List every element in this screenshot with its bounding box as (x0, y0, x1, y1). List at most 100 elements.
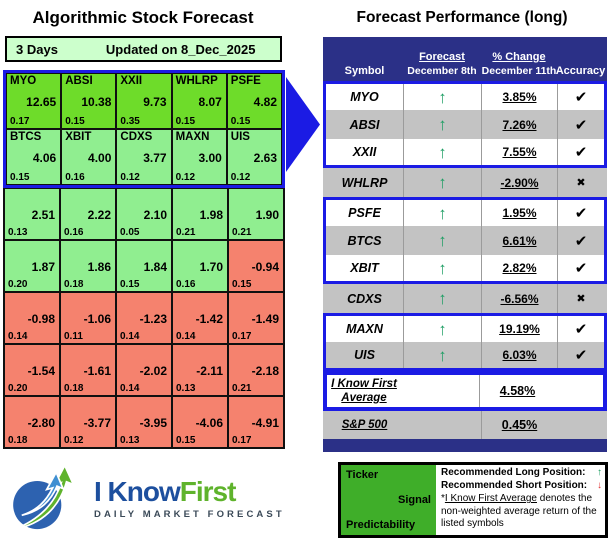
ticker-label: MYO (10, 75, 37, 87)
forecast-cell: -1.23 0.14 (116, 292, 172, 344)
forecast-cell: ↑ (403, 284, 481, 313)
forecast-cell: -3.95 0.13 (116, 396, 172, 448)
signal-value: -0.94 (251, 260, 279, 274)
check-icon: ✔ (574, 144, 588, 161)
ticker-label (173, 293, 227, 307)
accuracy-cell: ✖ (557, 168, 604, 197)
left-panel-title: Algorithmic Stock Forecast (32, 8, 254, 27)
accuracy-cell: ✔ (557, 200, 604, 226)
legend-description-panel: Recommended Long Position: ↑ Recommended… (436, 465, 605, 535)
ticker-label: XXII (120, 75, 143, 87)
check-icon: ✔ (574, 321, 588, 338)
change-cell: -6.56% (481, 284, 557, 313)
brand-logo: I KnowFirst DAILY MARKET FORECAST (8, 458, 318, 540)
forecast-cell: MYO 12.65 0.17 (6, 73, 62, 129)
signal-value: 2.51 (31, 208, 55, 222)
ticker-label (173, 189, 227, 203)
forecast-cell: -1.42 0.14 (172, 292, 228, 344)
legend-predictability-label: Predictability (346, 519, 416, 531)
ticker-label (61, 397, 115, 411)
signal-value: 10.38 (81, 95, 112, 109)
forecast-cell: ↑ (403, 226, 481, 255)
forecast-cell: 1.86 0.18 (60, 240, 116, 292)
change-cell: 6.03% (481, 342, 557, 368)
predictability-value: 0.18 (8, 435, 28, 446)
predictability-value: 0.12 (120, 172, 140, 183)
col-forecast-header: Forecast December 8th (403, 37, 481, 81)
predictability-value: 0.15 (65, 116, 85, 127)
ikf-average-row: I Know First Average 4.58% (323, 371, 607, 411)
forecast-cell: -0.94 0.15 (228, 240, 284, 292)
accuracy-header-label: Accuracy (555, 65, 606, 77)
sp500-change-value: 0.45% (481, 411, 557, 439)
forecast-cell: PSFE 4.82 0.15 (226, 73, 282, 129)
predictability-value: 0.18 (64, 279, 84, 290)
up-arrow-icon: ↑ (438, 258, 447, 278)
change-cell: 1.95% (481, 200, 557, 226)
up-arrow-icon: ↑ (438, 142, 447, 162)
signal-value: 4.00 (88, 151, 112, 165)
table-row: CDXS ↑ -6.56% ✖ (323, 284, 607, 313)
up-arrow-icon: ↑ (438, 115, 447, 134)
legend-box: Ticker Signal Predictability Recommended… (338, 462, 608, 538)
lower-forecast-box: 2.51 0.13 2.22 0.16 2.10 0.05 1.98 0.21 1.90… (3, 188, 285, 449)
performance-table: Symbol Forecast December 8th % Change De… (323, 37, 607, 452)
symbol-header-label: Symbol (344, 65, 385, 77)
ticker-label (61, 345, 115, 359)
forecast-cell: -4.06 0.15 (172, 396, 228, 448)
predictability-value: 0.14 (8, 331, 28, 342)
up-arrow-icon: ↑ (438, 173, 447, 192)
top-picks-box: MYO 12.65 0.17 ABSI 10.38 0.15 XXII 9.73 0.35 WHL… (3, 70, 285, 188)
predictability-value: 0.17 (10, 116, 30, 127)
ticker-label (117, 397, 171, 411)
accuracy-cell: ✔ (557, 342, 604, 368)
check-icon: ✔ (574, 260, 588, 277)
predictability-value: 0.12 (175, 172, 196, 183)
signal-value: -3.95 (139, 416, 167, 430)
signal-value: 1.70 (199, 260, 223, 274)
forecast-cell: 1.87 0.20 (4, 240, 60, 292)
signal-value: 1.84 (143, 260, 167, 274)
symbol-cell: ABSI (349, 117, 380, 132)
change-header-label: % Change (492, 51, 546, 63)
table-row: XBIT ↑ 2.82% ✔ (323, 255, 607, 284)
forecast-cell: 2.10 0.05 (116, 188, 172, 240)
change-cell: 6.61% (481, 226, 557, 255)
ticker-label: PSFE (230, 75, 261, 87)
sp500-label: S&P 500 (341, 419, 388, 431)
check-icon: ✔ (574, 89, 588, 106)
forecast-cell: CDXS 3.77 0.12 (116, 129, 172, 185)
predictability-value: 0.15 (176, 435, 196, 446)
change-cell: 3.85% (481, 84, 557, 110)
signal-value: 2.10 (143, 208, 167, 222)
up-arrow-icon: ↑ (438, 87, 447, 107)
forecast-cell: ↑ (403, 316, 481, 342)
predictability-value: 0.21 (176, 227, 196, 238)
symbol-cell: UIS (354, 348, 375, 362)
forecast-cell: -1.61 0.18 (60, 344, 116, 396)
forecast-cell: WHLRP 8.07 0.15 (171, 73, 227, 129)
symbol-cell: XXII (352, 145, 377, 159)
forecast-cell: -1.54 0.20 (4, 344, 60, 396)
col-change-header: % Change December 11th (481, 37, 557, 81)
accuracy-cell: ✔ (557, 226, 604, 255)
ticker-label (5, 189, 59, 203)
forecast-cell: -1.06 0.11 (60, 292, 116, 344)
predictability-value: 0.35 (120, 116, 140, 127)
signal-value: -3.77 (83, 416, 111, 430)
signal-value: 1.98 (199, 208, 223, 222)
change-date-label: December 11th (481, 65, 557, 77)
forecast-cell: 2.51 0.13 (4, 188, 60, 240)
predictability-value: 0.17 (232, 331, 252, 342)
forecast-date-label: December 8th (407, 65, 477, 77)
accuracy-cell: ✔ (557, 316, 604, 342)
predictability-value: 0.14 (176, 331, 196, 342)
symbol-cell: WHLRP (341, 175, 388, 190)
logo-globe-arrows-icon (13, 463, 76, 530)
symbol-cell: XBIT (350, 261, 379, 275)
forecast-cell: 1.90 0.21 (228, 188, 284, 240)
predictability-value: 0.16 (65, 172, 85, 183)
table-row: ABSI ↑ 7.26% ✔ (323, 110, 607, 139)
accuracy-cell: ✔ (557, 110, 604, 139)
ticker-label (117, 241, 171, 255)
